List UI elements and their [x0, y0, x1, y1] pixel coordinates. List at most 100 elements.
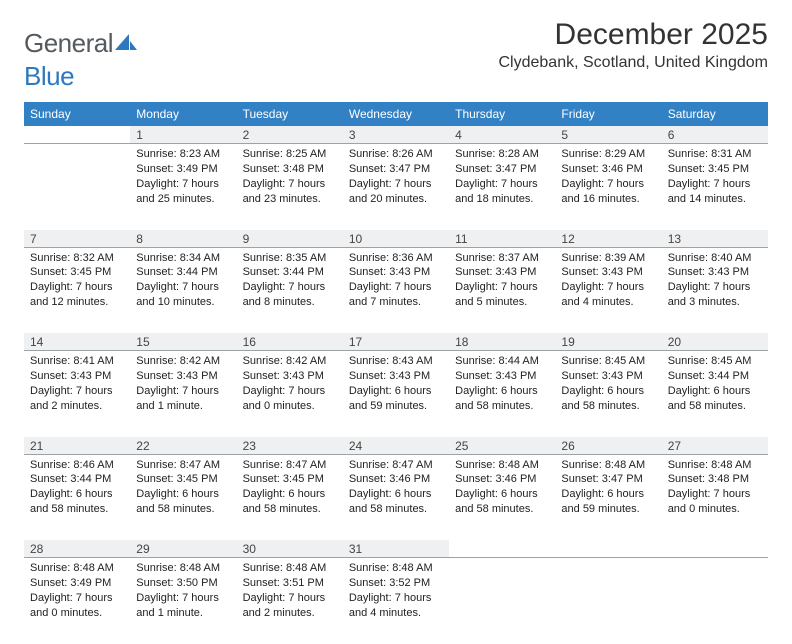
daylight-text: Daylight: 7 hours and 5 minutes.: [455, 280, 549, 310]
sunset-text: Sunset: 3:45 PM: [243, 472, 337, 487]
day-detail-cell: Sunrise: 8:34 AMSunset: 3:44 PMDaylight:…: [130, 247, 236, 333]
day-detail-cell: Sunrise: 8:31 AMSunset: 3:45 PMDaylight:…: [662, 144, 768, 230]
day-detail-row: Sunrise: 8:48 AMSunset: 3:49 PMDaylight:…: [24, 558, 768, 644]
calendar-body: 123456 Sunrise: 8:23 AMSunset: 3:49 PM Day…: [24, 126, 768, 644]
sunset-text: Sunset: 3:46 PM: [455, 472, 549, 487]
sunrise-text: Sunrise: 8:42 AM: [136, 354, 230, 369]
day-number-row: 21222324252627: [24, 437, 768, 455]
sunrise-text: Sunrise: 8:48 AM: [455, 458, 549, 473]
header: General Blue December 2025 Clydebank, Sc…: [24, 18, 768, 92]
weekday-header: Monday: [130, 102, 236, 126]
daylight-text: Daylight: 6 hours and 58 minutes.: [668, 384, 762, 414]
day-detail-cell: Sunrise: 8:48 AMSunset: 3:50 PMDaylight:…: [130, 558, 236, 644]
day-number-cell: 28: [24, 540, 130, 558]
day-number-cell: 18: [449, 333, 555, 351]
page-title: December 2025: [499, 18, 769, 52]
day-number-cell: 6: [662, 126, 768, 144]
day-detail-cell: Sunrise: 8:47 AMSunset: 3:45 PMDaylight:…: [130, 454, 236, 540]
day-number-row: 14151617181920: [24, 333, 768, 351]
daylight-text: Daylight: 7 hours and 2 minutes.: [243, 591, 337, 621]
day-detail-cell: Sunrise: 8:29 AMSunset: 3:46 PMDaylight:…: [555, 144, 661, 230]
sunset-text: Sunset: 3:47 PM: [455, 162, 549, 177]
day-detail-cell: [449, 558, 555, 644]
weekday-header-row: Sunday Monday Tuesday Wednesday Thursday…: [24, 102, 768, 126]
day-detail-cell: [662, 558, 768, 644]
sunrise-text: Sunrise: 8:48 AM: [30, 561, 124, 576]
day-number-cell: [24, 126, 130, 144]
day-detail-cell: [555, 558, 661, 644]
day-number-cell: 9: [237, 230, 343, 248]
daylight-text: Daylight: 6 hours and 58 minutes.: [243, 487, 337, 517]
day-number-cell: 30: [237, 540, 343, 558]
daylight-text: Daylight: 7 hours and 18 minutes.: [455, 177, 549, 207]
day-number-cell: 31: [343, 540, 449, 558]
day-number-cell: 19: [555, 333, 661, 351]
daylight-text: Daylight: 7 hours and 4 minutes.: [561, 280, 655, 310]
day-detail-row: Sunrise: 8:41 AMSunset: 3:43 PMDaylight:…: [24, 351, 768, 437]
daylight-text: Daylight: 7 hours and 1 minute.: [136, 384, 230, 414]
sunrise-text: Sunrise: 8:29 AM: [561, 147, 655, 162]
day-number-cell: 12: [555, 230, 661, 248]
day-number-cell: 16: [237, 333, 343, 351]
day-detail-cell: Sunrise: 8:42 AMSunset: 3:43 PMDaylight:…: [130, 351, 236, 437]
sunset-text: Sunset: 3:45 PM: [668, 162, 762, 177]
day-detail-cell: Sunrise: 8:48 AMSunset: 3:52 PMDaylight:…: [343, 558, 449, 644]
day-number-row: 123456: [24, 126, 768, 144]
sunset-text: Sunset: 3:44 PM: [668, 369, 762, 384]
day-detail-cell: Sunrise: 8:44 AMSunset: 3:43 PMDaylight:…: [449, 351, 555, 437]
sunset-text: Sunset: 3:43 PM: [349, 369, 443, 384]
sunset-text: Sunset: 3:52 PM: [349, 576, 443, 591]
day-number-cell: 29: [130, 540, 236, 558]
daylight-text: Daylight: 7 hours and 16 minutes.: [561, 177, 655, 207]
day-detail-cell: Sunrise: 8:42 AMSunset: 3:43 PMDaylight:…: [237, 351, 343, 437]
sunset-text: Sunset: 3:43 PM: [668, 265, 762, 280]
sunrise-text: Sunrise: 8:35 AM: [243, 251, 337, 266]
sunset-text: Sunset: 3:43 PM: [243, 369, 337, 384]
calendar-table: Sunday Monday Tuesday Wednesday Thursday…: [24, 102, 768, 644]
day-number-cell: 3: [343, 126, 449, 144]
sunset-text: Sunset: 3:49 PM: [136, 162, 230, 177]
sunset-text: Sunset: 3:50 PM: [136, 576, 230, 591]
daylight-text: Daylight: 7 hours and 0 minutes.: [668, 487, 762, 517]
day-number-cell: 11: [449, 230, 555, 248]
day-detail-cell: Sunrise: 8:25 AMSunset: 3:48 PMDaylight:…: [237, 144, 343, 230]
day-number-cell: 15: [130, 333, 236, 351]
daylight-text: Daylight: 7 hours and 1 minute.: [136, 591, 230, 621]
sunset-text: Sunset: 3:43 PM: [455, 369, 549, 384]
day-number-cell: 25: [449, 437, 555, 455]
sunrise-text: Sunrise: 8:48 AM: [668, 458, 762, 473]
day-number-cell: 14: [24, 333, 130, 351]
sunrise-text: Sunrise: 8:34 AM: [136, 251, 230, 266]
sunset-text: Sunset: 3:46 PM: [561, 162, 655, 177]
day-number-cell: 17: [343, 333, 449, 351]
day-detail-cell: Sunrise: 8:35 AMSunset: 3:44 PMDaylight:…: [237, 247, 343, 333]
sunrise-text: Sunrise: 8:39 AM: [561, 251, 655, 266]
daylight-text: Daylight: 7 hours and 0 minutes.: [243, 384, 337, 414]
sunrise-text: Sunrise: 8:48 AM: [349, 561, 443, 576]
day-detail-cell: Sunrise: 8:36 AMSunset: 3:43 PMDaylight:…: [343, 247, 449, 333]
day-detail-cell: Sunrise: 8:48 AMSunset: 3:49 PMDaylight:…: [24, 558, 130, 644]
day-number-cell: [555, 540, 661, 558]
day-detail-row: Sunrise: 8:32 AMSunset: 3:45 PMDaylight:…: [24, 247, 768, 333]
daylight-text: Daylight: 7 hours and 8 minutes.: [243, 280, 337, 310]
sunrise-text: Sunrise: 8:46 AM: [30, 458, 124, 473]
title-block: December 2025 Clydebank, Scotland, Unite…: [499, 18, 769, 72]
day-number-cell: 13: [662, 230, 768, 248]
daylight-text: Daylight: 6 hours and 58 minutes.: [136, 487, 230, 517]
sunrise-text: Sunrise: 8:23 AM: [136, 147, 230, 162]
sunset-text: Sunset: 3:48 PM: [243, 162, 337, 177]
day-detail-cell: Sunrise: 8:48 AMSunset: 3:47 PMDaylight:…: [555, 454, 661, 540]
sunrise-text: Sunrise: 8:45 AM: [668, 354, 762, 369]
sunrise-text: Sunrise: 8:48 AM: [561, 458, 655, 473]
day-number-cell: 26: [555, 437, 661, 455]
sunrise-text: Sunrise: 8:41 AM: [30, 354, 124, 369]
day-detail-cell: Sunrise: 8:26 AMSunset: 3:47 PMDaylight:…: [343, 144, 449, 230]
sunrise-text: Sunrise: 8:28 AM: [455, 147, 549, 162]
sunset-text: Sunset: 3:43 PM: [455, 265, 549, 280]
day-detail-cell: Sunrise: 8:48 AMSunset: 3:51 PMDaylight:…: [237, 558, 343, 644]
day-number-cell: [449, 540, 555, 558]
sunrise-text: Sunrise: 8:48 AM: [243, 561, 337, 576]
sunrise-text: Sunrise: 8:47 AM: [136, 458, 230, 473]
sunset-text: Sunset: 3:43 PM: [561, 369, 655, 384]
day-detail-cell: Sunrise: 8:45 AMSunset: 3:44 PMDaylight:…: [662, 351, 768, 437]
